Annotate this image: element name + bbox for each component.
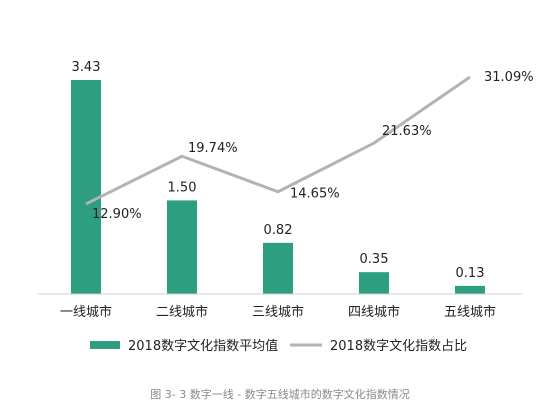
- line-value-label-1: 12.90%: [92, 207, 142, 222]
- legend: 2018数字文化指数平均值 2018数字文化指数占比: [90, 338, 467, 354]
- figure-caption: 图 3- 3 数字一线 - 数字五线城市的数字文化指数情况: [150, 388, 410, 401]
- category-label-2: 二线城市: [156, 304, 208, 320]
- legend-bar-label: 2018数字文化指数平均值: [128, 338, 278, 354]
- line-value-label-3: 14.65%: [290, 187, 340, 202]
- chart: 3.43 1.50 0.82 0.35 0.13 12.90% 19.74% 14.65% 2…: [38, 60, 534, 354]
- category-label-4: 四线城市: [348, 304, 400, 320]
- category-labels: 一线城市 二线城市 三线城市 四线城市 五线城市: [60, 304, 496, 320]
- bar-value-label-1: 3.43: [72, 60, 101, 75]
- legend-bar-swatch: [90, 341, 120, 349]
- bar-value-label-4: 0.35: [360, 252, 389, 267]
- line-value-label-4: 21.63%: [382, 124, 432, 139]
- bar-series: 3.43 1.50 0.82 0.35 0.13: [71, 60, 485, 294]
- bar-value-label-3: 0.82: [264, 223, 293, 238]
- bar-4: [359, 272, 389, 294]
- legend-line-label: 2018数字文化指数占比: [330, 339, 467, 354]
- line-value-label-2: 19.74%: [188, 141, 238, 156]
- bar-1: [71, 80, 101, 294]
- bar-3: [263, 242, 293, 294]
- bar-value-label-2: 1.50: [168, 180, 197, 195]
- category-label-5: 五线城市: [444, 304, 496, 320]
- line-value-label-5: 31.09%: [484, 70, 534, 85]
- category-label-1: 一线城市: [60, 304, 112, 320]
- bar-5: [455, 285, 485, 294]
- bar-value-label-5: 0.13: [456, 266, 485, 281]
- category-label-3: 三线城市: [252, 304, 304, 320]
- line-series: 12.90% 19.74% 14.65% 21.63% 31.09%: [85, 70, 534, 222]
- bar-2: [167, 200, 197, 294]
- line-path: [85, 75, 471, 206]
